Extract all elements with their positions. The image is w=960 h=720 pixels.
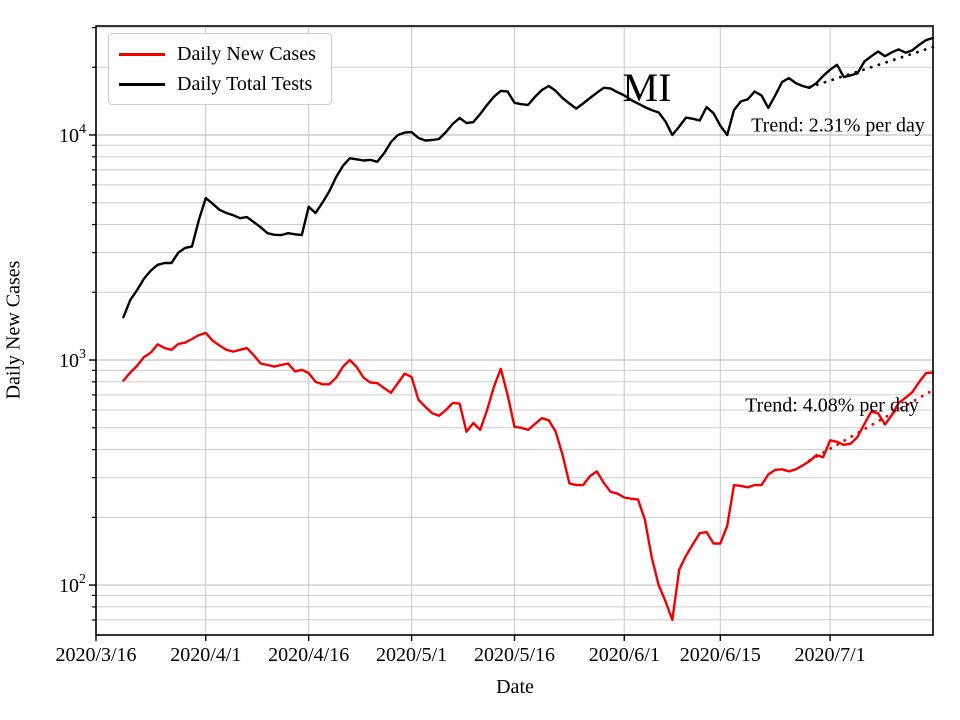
legend-item-daily-total-tests: Daily Total Tests xyxy=(119,73,321,96)
x-tick-label: 2020/3/16 xyxy=(55,644,136,666)
legend-swatch-daily-total-tests xyxy=(119,82,165,86)
trend-line-tests-trend xyxy=(808,45,935,89)
trend-annotation-tests: Trend: 2.31% per day xyxy=(751,114,925,137)
chart-title: MI xyxy=(622,65,672,110)
trend-annotation-cases: Trend: 4.08% per day xyxy=(745,394,919,417)
x-tick-label: 2020/5/16 xyxy=(474,644,555,666)
legend: Daily New Cases Daily Total Tests xyxy=(108,33,332,105)
y-tick-label: 104 xyxy=(59,122,86,147)
y-tick-label: 103 xyxy=(59,347,86,372)
y-tick-label: 102 xyxy=(59,572,86,597)
legend-item-daily-new-cases: Daily New Cases xyxy=(119,43,321,66)
y-axis-label: Daily New Cases xyxy=(2,260,25,400)
x-tick-label: 2020/5/1 xyxy=(376,644,447,666)
legend-label-daily-new-cases: Daily New Cases xyxy=(177,42,316,65)
series-line-daily-new-cases xyxy=(122,331,935,622)
x-tick-label: 2020/6/15 xyxy=(680,644,761,666)
x-tick-label: 2020/4/1 xyxy=(170,644,241,666)
x-tick-label: 2020/7/1 xyxy=(795,644,866,666)
legend-label-daily-total-tests: Daily Total Tests xyxy=(177,72,313,95)
legend-swatch-daily-new-cases xyxy=(119,52,165,56)
x-tick-label: 2020/4/16 xyxy=(268,644,349,666)
x-axis-label: Date xyxy=(496,676,534,698)
x-tick-label: 2020/6/1 xyxy=(589,644,660,666)
trend-line-cases-trend xyxy=(808,388,935,462)
series-line-daily-total-tests xyxy=(122,36,935,319)
